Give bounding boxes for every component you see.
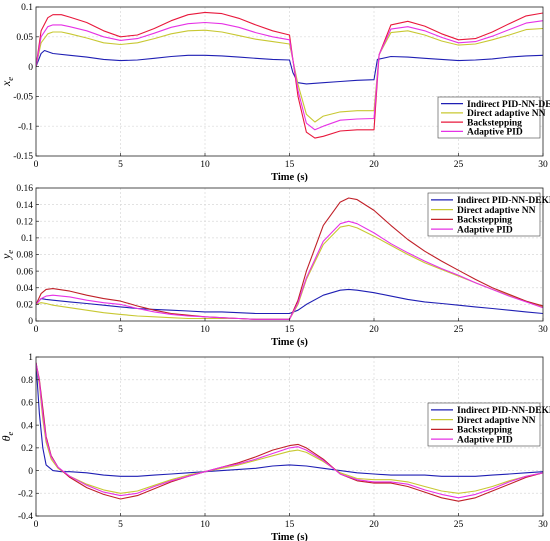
x-tick-label: 20 (369, 520, 379, 530)
y-axis-label-subscript: e (5, 77, 15, 81)
x-tick-label: 25 (454, 520, 464, 530)
chart-panel-2: 0 5 10 15 20 25 30 0 0.02 0.04 0.06 0.08 0.1 0.12 0.14… (0, 184, 550, 348)
y-tick-label: 1 (28, 353, 33, 363)
y-tick-label: 0.4 (21, 421, 33, 431)
x-tick-label: 0 (34, 160, 39, 170)
y-axis-label: ye (0, 250, 15, 260)
chart-panel-3: 0 5 10 15 20 25 30 -0.4 -0.2 0 0.2 0.4 0.6 0.8 1 Time (… (0, 353, 550, 541)
x-tick-label: 0 (34, 520, 39, 530)
x-tick-label: 10 (200, 160, 210, 170)
y-tick-label: -0.4 (18, 512, 33, 522)
series-line-3 (36, 11, 543, 139)
x-tick-label: 5 (118, 325, 123, 335)
legend-entry-3: Backstepping (457, 426, 512, 436)
y-tick-label: -0.2 (18, 489, 33, 499)
y-axis-label-main: x (0, 80, 13, 87)
x-tick-label: 10 (200, 520, 210, 530)
y-tick-label: 0.14 (16, 201, 33, 211)
legend-entry-3: Backstepping (457, 216, 512, 226)
chart-panel-1: 0 5 10 15 20 25 30 -0.15 -0.1 -0.05 0 0.05 0.1 Time (… (0, 3, 550, 183)
x-axis-label: Time (s) (271, 337, 308, 348)
legend-entry-2: Direct adaptive NN (457, 206, 536, 216)
x-tick-label: 30 (538, 520, 548, 530)
x-tick-label: 30 (538, 325, 548, 335)
y-axis-label-subscript: e (5, 431, 15, 435)
x-axis-label: Time (s) (271, 532, 308, 541)
series-line-4 (36, 362, 543, 499)
y-tick-label: 0.04 (16, 284, 33, 294)
y-axis-label-main: y (0, 253, 13, 260)
legend-entry-1: Indirect PID-NN-DEKF (457, 406, 550, 416)
y-tick-label: 0.05 (16, 33, 33, 43)
x-tick-label: 15 (285, 325, 295, 335)
series-line-4 (36, 20, 543, 131)
series-line-3 (36, 362, 543, 502)
x-tick-label: 25 (454, 325, 464, 335)
y-tick-label: 0.8 (21, 376, 33, 386)
y-tick-label: 0.1 (21, 234, 33, 244)
legend-entry-2: Direct adaptive NN (467, 109, 546, 119)
y-tick-label: 0.02 (16, 301, 33, 311)
x-tick-label: 5 (118, 160, 123, 170)
series-line-1 (36, 49, 543, 85)
series-line-2 (36, 27, 543, 123)
y-tick-label: 0.1 (21, 3, 33, 13)
y-axis-label: θe (0, 431, 15, 441)
x-tick-label: 30 (538, 160, 548, 170)
series-line-1 (36, 288, 543, 315)
y-tick-label: 0.08 (16, 251, 33, 261)
legend-entry-4: Adaptive PID (457, 435, 513, 445)
y-tick-label: 0.16 (16, 184, 33, 194)
y-tick-label: 0.06 (16, 267, 33, 277)
y-axis-label-main: θ (0, 435, 13, 441)
x-tick-label: 20 (369, 325, 379, 335)
x-tick-label: 0 (34, 325, 39, 335)
x-tick-label: 5 (118, 520, 123, 530)
x-axis-label: Time (s) (271, 172, 308, 183)
x-tick-label: 15 (285, 520, 295, 530)
legend-entry-1: Indirect PID-NN-DEKF (467, 100, 550, 110)
y-tick-label: 0 (28, 317, 33, 327)
x-tick-label: 20 (369, 160, 379, 170)
y-tick-label: 0 (28, 63, 33, 73)
y-axis-label-subscript: e (5, 250, 15, 254)
x-tick-label: 25 (454, 160, 464, 170)
series-group (36, 11, 543, 139)
legend-entry-4: Adaptive PID (467, 128, 523, 138)
y-tick-label: 0.6 (21, 399, 33, 409)
series-group (36, 362, 543, 502)
x-tick-label: 15 (285, 160, 295, 170)
y-tick-label: -0.1 (18, 122, 33, 132)
legend-entry-2: Direct adaptive NN (457, 416, 536, 426)
series-line-1 (36, 362, 543, 477)
y-axis-label: xe (0, 77, 15, 87)
y-tick-label: -0.05 (13, 93, 33, 103)
legend-entry-3: Backstepping (467, 118, 522, 128)
legend-entry-1: Indirect PID-NN-DEKF (457, 196, 550, 206)
x-tick-label: 10 (200, 325, 210, 335)
y-tick-label: 0.2 (21, 444, 33, 454)
y-tick-label: -0.15 (13, 152, 33, 162)
y-tick-label: 0.12 (16, 217, 33, 227)
y-tick-label: 0 (28, 467, 33, 477)
legend-entry-4: Adaptive PID (457, 225, 513, 235)
